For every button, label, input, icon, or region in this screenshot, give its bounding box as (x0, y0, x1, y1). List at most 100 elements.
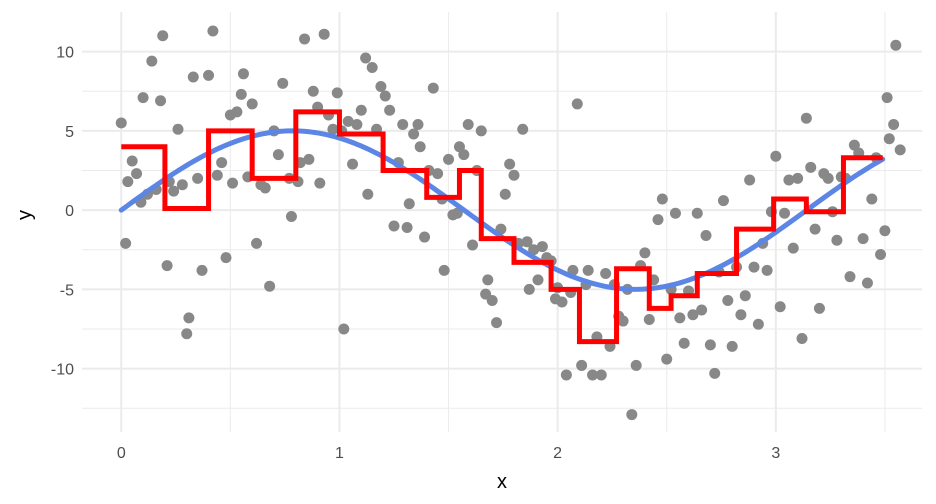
data-point (347, 158, 359, 170)
data-point (687, 309, 699, 321)
data-point (744, 174, 756, 186)
data-point (482, 274, 494, 286)
data-point (401, 222, 413, 234)
data-point (475, 125, 487, 137)
data-point (770, 150, 782, 162)
data-point (137, 92, 149, 104)
data-point (595, 369, 607, 381)
data-point (652, 214, 664, 226)
y-tick-label: 10 (56, 45, 74, 62)
data-point (792, 172, 804, 184)
data-point (499, 188, 511, 200)
data-point (161, 260, 173, 272)
data-point (375, 80, 387, 92)
data-point (231, 106, 243, 118)
data-point (517, 123, 529, 135)
data-point (556, 296, 568, 308)
data-point (458, 149, 470, 161)
data-point (397, 119, 409, 131)
data-point (307, 85, 319, 97)
data-point (379, 90, 391, 102)
data-point (639, 247, 651, 259)
data-point (866, 193, 878, 205)
data-point (617, 315, 629, 327)
data-point (857, 233, 869, 245)
data-point (388, 220, 400, 232)
data-point (419, 231, 431, 243)
data-point (691, 207, 703, 219)
data-point (272, 149, 284, 161)
data-point (861, 277, 873, 289)
data-point (582, 264, 594, 276)
data-point (774, 301, 786, 313)
data-point (844, 271, 856, 283)
data-point (216, 157, 228, 169)
data-point (168, 185, 180, 197)
data-point (403, 198, 415, 210)
data-point (875, 248, 887, 260)
data-point (800, 112, 812, 124)
data-point (661, 353, 673, 365)
y-axis-title: y (14, 210, 36, 220)
data-point (700, 229, 712, 241)
data-point (427, 82, 439, 94)
data-point (246, 98, 258, 110)
data-point (523, 283, 535, 295)
data-point (207, 25, 219, 37)
data-point (155, 95, 167, 107)
data-point (656, 193, 668, 205)
data-point (504, 158, 516, 170)
x-tick-label: 1 (335, 445, 344, 462)
data-point (285, 210, 297, 222)
data-point (122, 176, 134, 188)
data-point (120, 237, 132, 249)
data-point (669, 207, 681, 219)
data-point (678, 337, 690, 349)
data-point (761, 264, 773, 276)
x-axis-title: x (497, 471, 507, 493)
data-point (883, 133, 895, 145)
data-point (414, 141, 426, 153)
data-point (314, 177, 326, 189)
data-point (600, 268, 612, 280)
data-point (809, 223, 821, 235)
data-point (277, 77, 289, 89)
data-point (783, 174, 795, 186)
data-point (384, 104, 396, 116)
data-point (813, 302, 825, 314)
data-point (626, 409, 638, 421)
data-point (318, 28, 330, 40)
data-point (722, 294, 734, 306)
data-point (183, 312, 195, 324)
data-point (126, 155, 138, 167)
data-point (888, 119, 900, 131)
data-point (299, 33, 311, 45)
data-point (704, 339, 716, 351)
data-point (805, 161, 817, 173)
data-point (235, 88, 247, 100)
data-point (571, 98, 583, 110)
y-tick-label: -5 (60, 282, 74, 299)
data-point (822, 172, 834, 184)
data-point (331, 87, 343, 99)
data-point (879, 225, 891, 237)
x-tick-label: 2 (553, 445, 562, 462)
data-point (528, 244, 540, 256)
data-point (735, 309, 747, 321)
data-point (752, 318, 764, 330)
data-point (787, 242, 799, 254)
x-axis-tick-labels: 0 1 2 3 (117, 445, 781, 462)
data-point (560, 369, 572, 381)
data-point (643, 313, 655, 325)
data-point (259, 182, 271, 194)
data-point (251, 237, 263, 249)
step-function-layer (121, 109, 883, 345)
data-point (451, 207, 463, 219)
data-point (157, 30, 169, 42)
data-point (366, 61, 378, 73)
data-point (521, 236, 533, 248)
data-point (176, 179, 188, 191)
data-point (187, 71, 199, 83)
data-point (237, 68, 249, 80)
data-point (227, 177, 239, 189)
